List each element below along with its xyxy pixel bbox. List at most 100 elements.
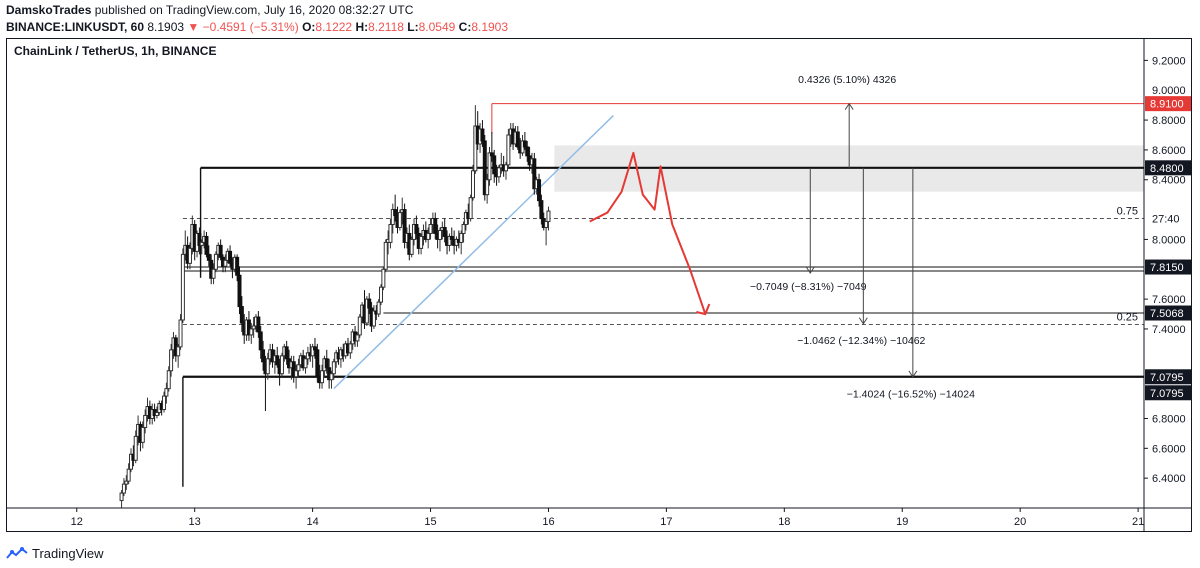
close-label: C: — [458, 20, 472, 34]
candle-body-56 — [251, 325, 256, 330]
low-value: 8.0549 — [418, 20, 456, 34]
candle-body-178 — [539, 200, 544, 220]
countdown-label: 27:40 — [1152, 214, 1180, 226]
last-price: 8.1903 — [147, 20, 185, 34]
footer-brand[interactable]: TradingView — [32, 545, 104, 561]
candle-body-111 — [381, 268, 386, 288]
candle-body-145 — [461, 224, 466, 234]
candle-body-171 — [522, 140, 527, 148]
price-label-2: 8.4800 — [1150, 163, 1184, 175]
x-tick-label-5: 17 — [660, 516, 672, 528]
measure-label-1: −0.7049 (−8.31%) −7049 — [750, 281, 867, 293]
x-tick-label-2: 14 — [306, 516, 318, 528]
candle-body-163 — [504, 164, 509, 172]
change-value: −0.4591 (−5.31%) — [202, 20, 299, 34]
high-value: 8.2118 — [368, 20, 404, 34]
y-tick-label-0: 9.2000 — [1152, 55, 1186, 67]
candle-body-181 — [546, 210, 551, 223]
candle-body-120 — [402, 209, 407, 243]
x-tick-label-8: 20 — [1014, 516, 1026, 528]
candle-body-89 — [329, 373, 334, 381]
candle-body-140 — [449, 235, 454, 240]
x-tick-label-1: 13 — [189, 516, 201, 528]
candle-body-78 — [303, 358, 308, 369]
chart-background-layer — [6, 38, 1192, 532]
candle-body-36 — [204, 235, 209, 255]
candle-body-130 — [426, 232, 431, 240]
candle-body-60 — [261, 349, 266, 363]
candle-body-20 — [166, 370, 171, 390]
ohlc-line: BINANCE:LINKUSDT, 60 8.1903 ▼ −0.4591 (−… — [6, 19, 1186, 36]
candle-body-75 — [296, 364, 301, 372]
author-name[interactable]: DamskoTrades — [6, 3, 92, 17]
candle-body-131 — [428, 224, 433, 234]
tradingview-logo-icon[interactable] — [6, 546, 28, 560]
candle-body-4 — [129, 453, 134, 470]
candle-body-137 — [442, 226, 447, 237]
chart-canvas[interactable]: 0.75 0.25 0.4326 (5.10%) 4326 −0.7049 (−8.… — [6, 38, 1192, 532]
candle-body-133 — [433, 218, 438, 234]
close-value: 8.1903 — [471, 20, 509, 34]
fib-label-0: 0.75 — [1117, 206, 1138, 218]
price-label-bg-2 — [1145, 160, 1191, 176]
high-label: H: — [355, 20, 369, 34]
candle-body-62 — [265, 358, 270, 375]
chart-border — [6, 38, 1192, 532]
candle-body-90 — [331, 361, 336, 375]
candle-body-144 — [459, 232, 464, 243]
candle-body-104 — [364, 298, 369, 324]
price-label-bg-1 — [1145, 96, 1191, 112]
candle-body-46 — [228, 250, 233, 264]
y-tick-label-2: 8.6000 — [1152, 145, 1186, 157]
candle-body-55 — [249, 328, 254, 336]
candle-body-54 — [246, 319, 251, 336]
candle-body-177 — [537, 179, 542, 202]
candle-body-100 — [355, 334, 360, 342]
low-label: L: — [407, 20, 419, 34]
x-tick-label-7: 19 — [896, 516, 908, 528]
measure-arrowhead-2 — [858, 317, 868, 325]
measure-label-3: −1.4024 (−16.52%) −14024 — [847, 389, 975, 401]
candle-body-70 — [284, 346, 289, 360]
candle-body-172 — [525, 146, 530, 157]
price-label-bg-6 — [1145, 385, 1191, 401]
candle-body-148 — [468, 197, 473, 220]
price-label-bg-4 — [1145, 305, 1191, 321]
measures-layer: 0.4326 (5.10%) 4326 −0.7049 (−8.31%) −704… — [750, 74, 975, 401]
footer: TradingView — [6, 542, 104, 564]
fib-label-1: 0.25 — [1117, 311, 1138, 323]
candle-body-155 — [485, 179, 490, 196]
price-label-bg-3 — [1145, 259, 1191, 275]
candle-body-115 — [390, 209, 395, 226]
candle-body-39 — [211, 268, 216, 279]
candle-body-135 — [437, 229, 442, 240]
candle-body-58 — [256, 316, 261, 333]
chart-frame[interactable]: 0.75 0.25 0.4326 (5.10%) 4326 −0.7049 (−8.… — [6, 38, 1192, 532]
candles-layer — [119, 105, 551, 508]
y-tick-label-8: 6.6000 — [1152, 443, 1186, 455]
candle-body-158 — [492, 155, 497, 175]
y-tick-label-1: 8.8000 — [1152, 115, 1186, 127]
chart-title: ChainLink / TetherUS, 1h, BINANCE — [14, 44, 216, 58]
symbol-label: BINANCE:LINKUSDT, 60 — [6, 20, 145, 34]
candle-body-164 — [506, 134, 511, 166]
trendline-layer — [333, 115, 614, 390]
y-tick-label-4: 8.0000 — [1152, 234, 1186, 246]
candle-body-24 — [176, 346, 181, 357]
x-tick-label-4: 16 — [542, 516, 554, 528]
candle-body-153 — [480, 128, 485, 142]
candle-body-34 — [199, 241, 204, 246]
price-label-6: 7.0795 — [1150, 388, 1184, 400]
candle-body-49 — [235, 256, 240, 276]
y-tick-label-9: 6.4000 — [1152, 473, 1186, 485]
projection-arrowhead — [696, 303, 711, 316]
open-label: O: — [302, 20, 316, 34]
levels-layer: 0.75 0.25 — [182, 103, 1144, 487]
change-arrow-icon: ▼ — [187, 20, 200, 34]
candle-body-180 — [544, 221, 549, 228]
candle-body-1 — [121, 483, 126, 494]
candle-body-21 — [169, 349, 174, 372]
candle-body-175 — [532, 158, 537, 190]
candle-body-74 — [294, 370, 299, 378]
publish-line: DamskoTrades published on TradingView.co… — [6, 2, 1186, 19]
